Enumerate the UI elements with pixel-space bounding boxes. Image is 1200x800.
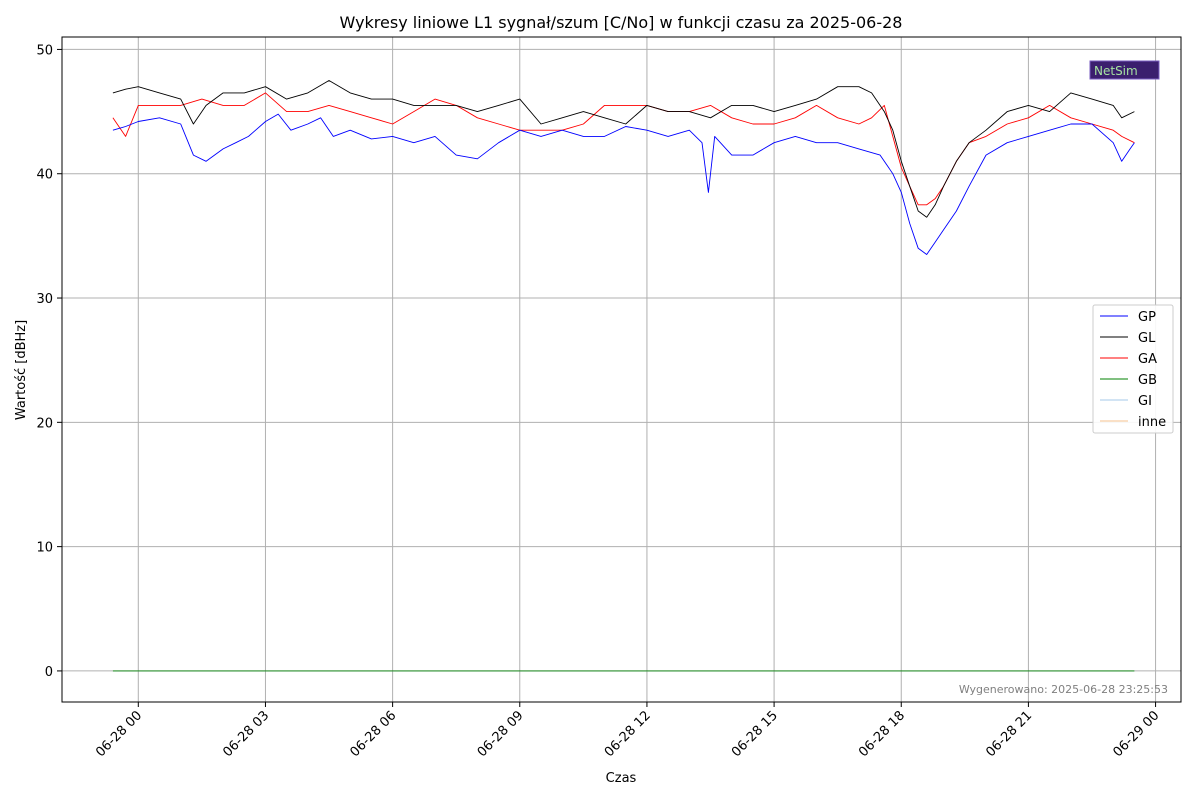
legend-box bbox=[1092, 304, 1174, 434]
y-tick-label: 20 bbox=[36, 416, 53, 431]
x-tick-label: 06-28 15 bbox=[729, 708, 781, 760]
legend-label-gb: GB bbox=[1138, 373, 1157, 388]
y-tick-label: 0 bbox=[45, 665, 53, 680]
legend-label-gp: GP bbox=[1138, 310, 1156, 325]
x-tick-label: 06-28 12 bbox=[602, 708, 654, 760]
x-tick-label: 06-28 06 bbox=[348, 708, 400, 760]
x-axis-title: Czas bbox=[606, 771, 637, 786]
y-axis-title: Wartość [dBHz] bbox=[14, 320, 29, 420]
legend-label-gi: GI bbox=[1138, 394, 1152, 409]
chart-title: Wykresy liniowe L1 sygnał/szum [C/No] w … bbox=[340, 13, 903, 32]
logo-text: NetSim bbox=[1094, 64, 1138, 78]
legend-label-inne: inne bbox=[1138, 415, 1166, 430]
logo: NetSim bbox=[1089, 60, 1160, 80]
x-tick-label: 06-28 21 bbox=[983, 708, 1035, 760]
plot-frame bbox=[61, 36, 1182, 703]
legend-label-gl: GL bbox=[1138, 331, 1156, 346]
y-tick-label: 50 bbox=[36, 43, 53, 58]
legend-label-ga: GA bbox=[1138, 352, 1157, 367]
y-tick-label: 40 bbox=[36, 168, 53, 183]
x-tick-label: 06-28 09 bbox=[475, 708, 527, 760]
plot-area bbox=[62, 37, 1181, 702]
x-tick-label: 06-28 18 bbox=[856, 708, 908, 760]
series-line-gl bbox=[112, 80, 1135, 218]
x-axis: 06-28 00 06-28 03 06-28 06 06-28 09 06-28 12… bbox=[93, 702, 1162, 760]
legend: GP GL GA GB GI inne bbox=[1092, 304, 1174, 434]
series-lines bbox=[112, 80, 1135, 672]
y-tick-label: 10 bbox=[36, 541, 53, 556]
y-tick-label: 30 bbox=[36, 292, 53, 307]
x-tick-label: 06-28 03 bbox=[220, 708, 272, 760]
series-line-gp bbox=[112, 113, 1135, 255]
y-axis: 0 10 20 30 40 50 bbox=[36, 43, 62, 680]
x-tick-label: 06-29 00 bbox=[1110, 708, 1162, 760]
generated-timestamp: Wygenerowano: 2025-06-28 23:25:53 bbox=[959, 683, 1168, 696]
x-tick-label: 06-28 00 bbox=[93, 708, 145, 760]
